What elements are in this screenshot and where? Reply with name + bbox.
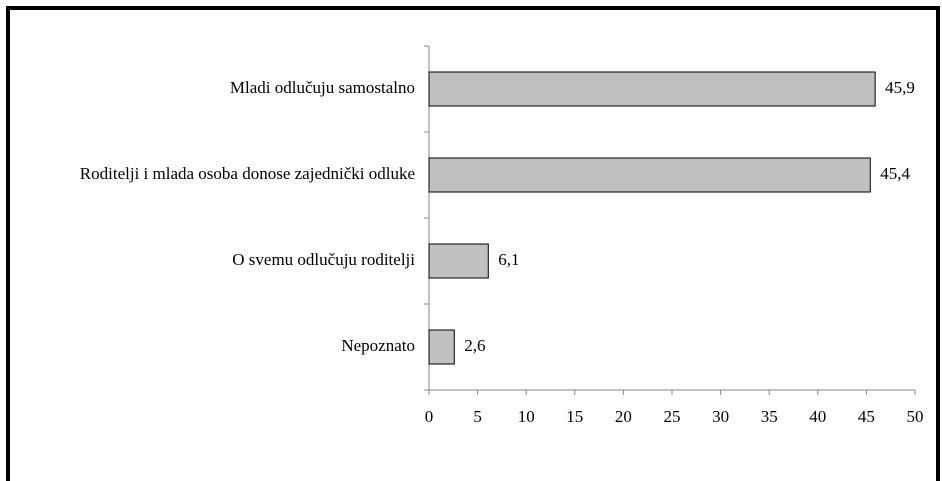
x-tick-label: 40 bbox=[809, 407, 826, 426]
x-tick-label: 50 bbox=[907, 407, 924, 426]
x-tick-label: 25 bbox=[664, 407, 681, 426]
x-tick-label: 35 bbox=[761, 407, 778, 426]
x-tick-label: 20 bbox=[615, 407, 632, 426]
y-tick-label: O svemu odlučuju roditelji bbox=[232, 250, 415, 269]
bar bbox=[428, 329, 455, 365]
x-tick-label: 10 bbox=[518, 407, 535, 426]
bar bbox=[428, 157, 871, 193]
x-tick-label: 15 bbox=[566, 407, 583, 426]
y-tick-label: Roditelji i mlada osoba donose zajedničk… bbox=[80, 164, 415, 183]
x-tick-label: 30 bbox=[712, 407, 729, 426]
data-label: 6,1 bbox=[498, 250, 519, 269]
x-tick-label: 5 bbox=[473, 407, 482, 426]
data-label: 45,9 bbox=[885, 78, 915, 97]
frame bbox=[6, 6, 940, 481]
data-label: 2,6 bbox=[464, 336, 485, 355]
x-tick-label: 0 bbox=[425, 407, 434, 426]
x-tick-label: 45 bbox=[858, 407, 875, 426]
bar bbox=[428, 243, 489, 279]
y-tick-label: Mladi odlučuju samostalno bbox=[230, 78, 415, 97]
data-label: 45,4 bbox=[880, 164, 910, 183]
y-tick-label: Nepoznato bbox=[341, 336, 415, 355]
bar bbox=[428, 71, 876, 107]
